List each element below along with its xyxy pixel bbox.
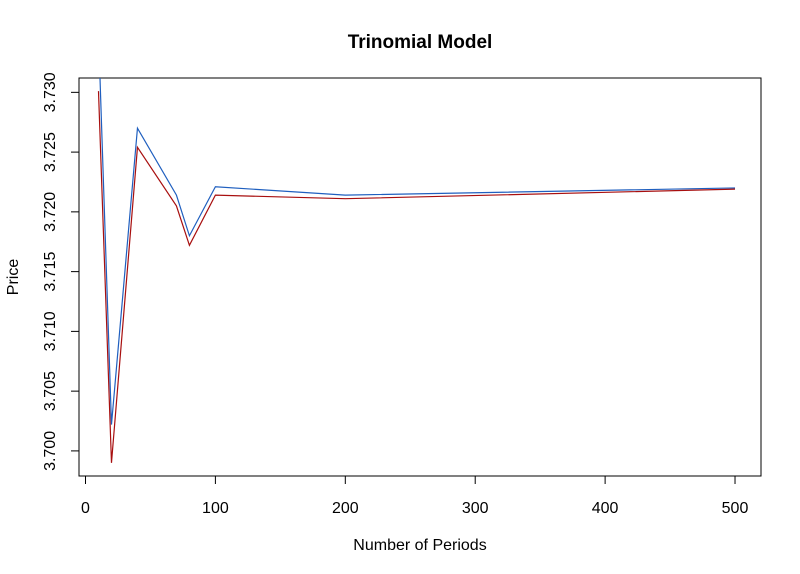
series-line-1 [99,78,736,425]
y-axis-label: Price [5,259,22,296]
x-tick-label: 200 [332,500,359,517]
x-axis: 0 100 200 300 400 500 [81,475,749,517]
y-axis: 3.700 3.705 3.710 3.715 3.720 3.725 3.730 [42,72,80,471]
x-tick-label: 100 [202,500,229,517]
x-tick-label: 0 [81,500,90,517]
x-axis-label: Number of Periods [353,537,486,554]
x-tick-label: 300 [462,500,489,517]
chart-title: Trinomial Model [348,32,493,53]
y-tick-label: 3.710 [42,311,59,351]
y-tick-label: 3.730 [42,72,59,112]
y-tick-label: 3.700 [42,431,59,471]
series-line-2 [97,91,736,463]
y-tick-label: 3.715 [42,252,59,292]
y-tick-label: 3.725 [42,132,59,172]
x-tick-label: 400 [592,500,619,517]
x-tick-label: 500 [722,500,749,517]
y-tick-label: 3.720 [42,192,59,232]
series-layer [97,78,736,463]
y-tick-label: 3.705 [42,371,59,411]
plot-frame [78,77,762,477]
